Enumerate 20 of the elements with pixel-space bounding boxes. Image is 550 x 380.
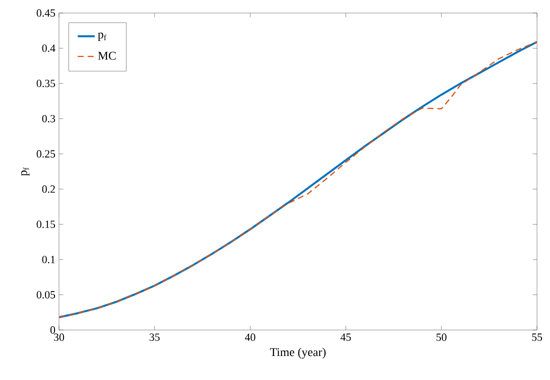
y-tick-label: 0 <box>50 326 56 334</box>
y-tick-label: 0.25 <box>36 150 56 158</box>
x-tick-label: 45 <box>340 334 351 341</box>
x-axis-title: Time (year) <box>270 348 326 359</box>
y-tick-label: 0.2 <box>42 185 55 193</box>
y-tick-label: 0.1 <box>42 256 55 264</box>
x-tick-label: 55 <box>532 334 542 341</box>
legend-label: p$_{f}$ <box>98 32 106 41</box>
y-tick-label: 0.4 <box>42 44 56 52</box>
x-tick-label: 40 <box>244 334 256 341</box>
x-tick-label: 35 <box>150 334 160 341</box>
legend-label: MC <box>98 52 116 60</box>
y-tick-label: 0.45 <box>36 9 56 17</box>
x-tick-label: 50 <box>436 334 446 341</box>
y-axis-title: p$_{f}$ <box>21 167 30 176</box>
y-tick-label: 0.35 <box>36 80 56 88</box>
y-tick-label: 0.3 <box>42 114 56 122</box>
y-tick-label: 0.05 <box>36 291 56 298</box>
y-tick-label: 0.15 <box>36 220 56 228</box>
x-tick-label: 30 <box>54 334 64 341</box>
